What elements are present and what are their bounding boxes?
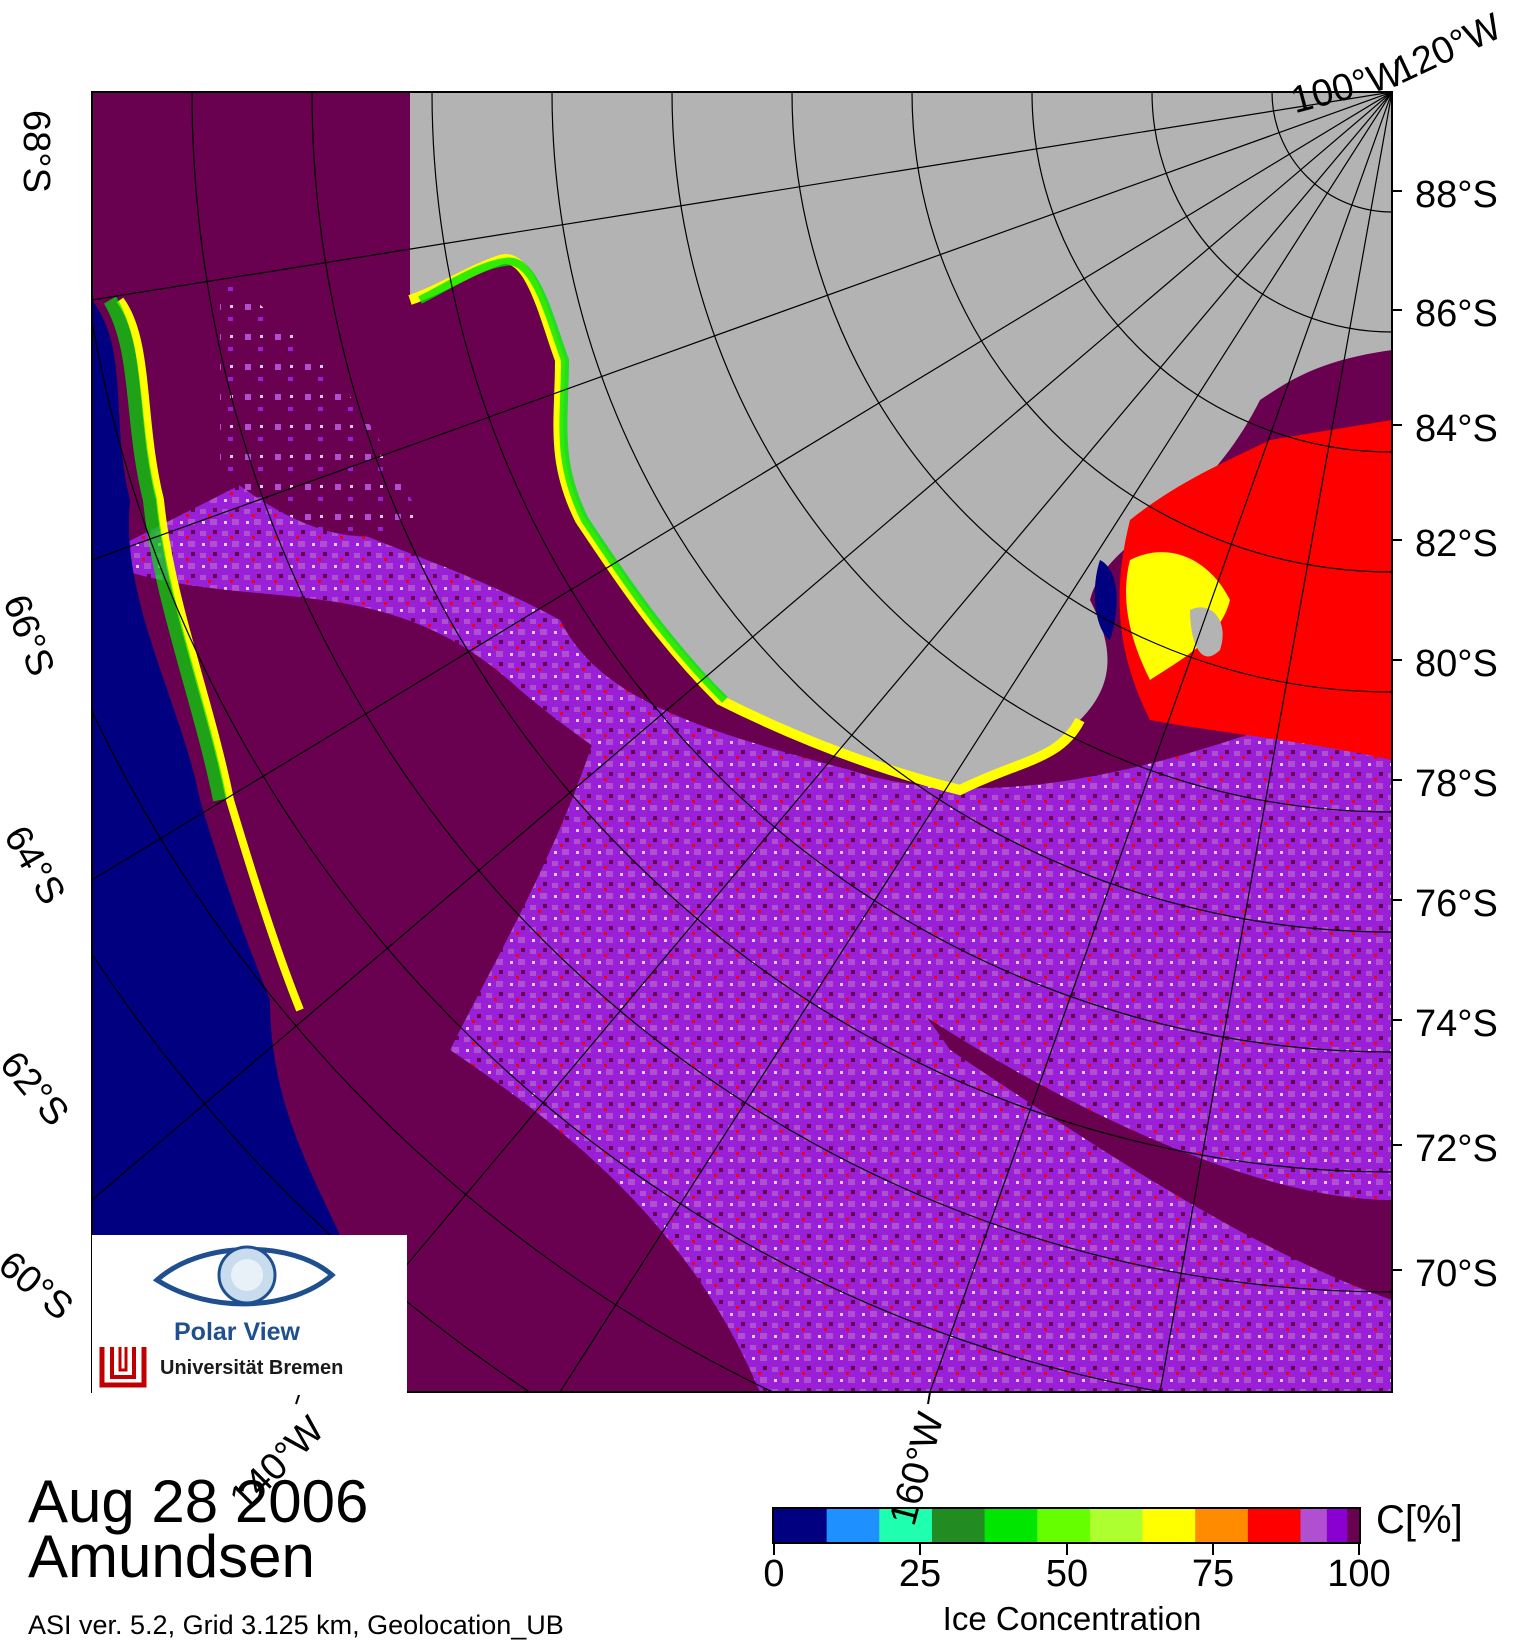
lat-label-78s: 78°S <box>1415 763 1498 805</box>
map-frame <box>91 91 1393 1393</box>
polynya <box>1094 560 1117 640</box>
colorbar-tick-75: 75 <box>1191 1553 1235 1595</box>
colorbar-segment <box>1037 1509 1091 1542</box>
lat-label-70s: 70°S <box>1415 1253 1498 1295</box>
lat-label-82s: 82°S <box>1415 523 1498 565</box>
logo-institution: Universität Bremen <box>160 1357 344 1379</box>
open-water-area <box>92 300 340 1235</box>
colorbar-segment <box>826 1509 880 1542</box>
region-title: Amundsen <box>28 1523 315 1590</box>
lat-label-72s: 72°S <box>1415 1128 1498 1170</box>
colorbar-segment <box>1195 1509 1249 1542</box>
lat-label-68s: 68°S <box>15 110 57 193</box>
colorbar-segment <box>931 1509 986 1542</box>
eye-icon <box>99 1245 336 1388</box>
colorbar-segment <box>879 1509 933 1542</box>
colorbar-tick-25: 25 <box>898 1553 942 1595</box>
lat-label-76s: 76°S <box>1415 883 1498 925</box>
colorbar-tick-50: 50 <box>1045 1553 1089 1595</box>
colorbar-segment <box>1300 1509 1328 1542</box>
coastal-ice-green <box>418 257 728 703</box>
ice-edge <box>116 297 304 1012</box>
ice-edge-green <box>103 296 227 802</box>
colorbar-ticks <box>773 1543 1360 1555</box>
colorbar-segment <box>1247 1509 1301 1542</box>
colorbar-segment <box>984 1509 1038 1542</box>
colorbar <box>774 1509 1360 1542</box>
colorbar-segment <box>1347 1509 1360 1542</box>
lat-label-80s: 80°S <box>1415 643 1498 685</box>
logo-name: Polar View <box>174 1318 300 1346</box>
colorbar-segment <box>1142 1509 1196 1542</box>
colorbar-tick-0: 0 <box>763 1553 785 1595</box>
algorithm-info: ASI ver. 5.2, Grid 3.125 km, Geolocation… <box>28 1610 564 1640</box>
colorbar-segment <box>1326 1509 1348 1542</box>
lat-label-86s: 86°S <box>1415 293 1498 335</box>
lat-label-74s: 74°S <box>1415 1003 1498 1045</box>
lat-label-88s: 88°S <box>1415 174 1498 216</box>
polar-view-logo: Polar View Universität Bremen <box>92 1235 407 1395</box>
lat-label-84s: 84°S <box>1415 408 1498 450</box>
colorbar-title: Ice Concentration <box>942 1600 1202 1637</box>
island <box>1190 607 1223 657</box>
dense-ice-band <box>1119 420 1392 760</box>
high-concentration-ice-zone-south <box>450 720 1392 1392</box>
mixed-ice-patch <box>220 280 420 537</box>
colorbar-segment <box>774 1509 828 1542</box>
colorbar-segment <box>1089 1509 1144 1542</box>
date-title: Aug 28 2006 <box>28 1468 369 1535</box>
colorbar-unit: C[%] <box>1376 1498 1463 1542</box>
colorbar-tick-100: 100 <box>1327 1553 1391 1595</box>
yellow-ice-patch <box>1126 552 1230 680</box>
